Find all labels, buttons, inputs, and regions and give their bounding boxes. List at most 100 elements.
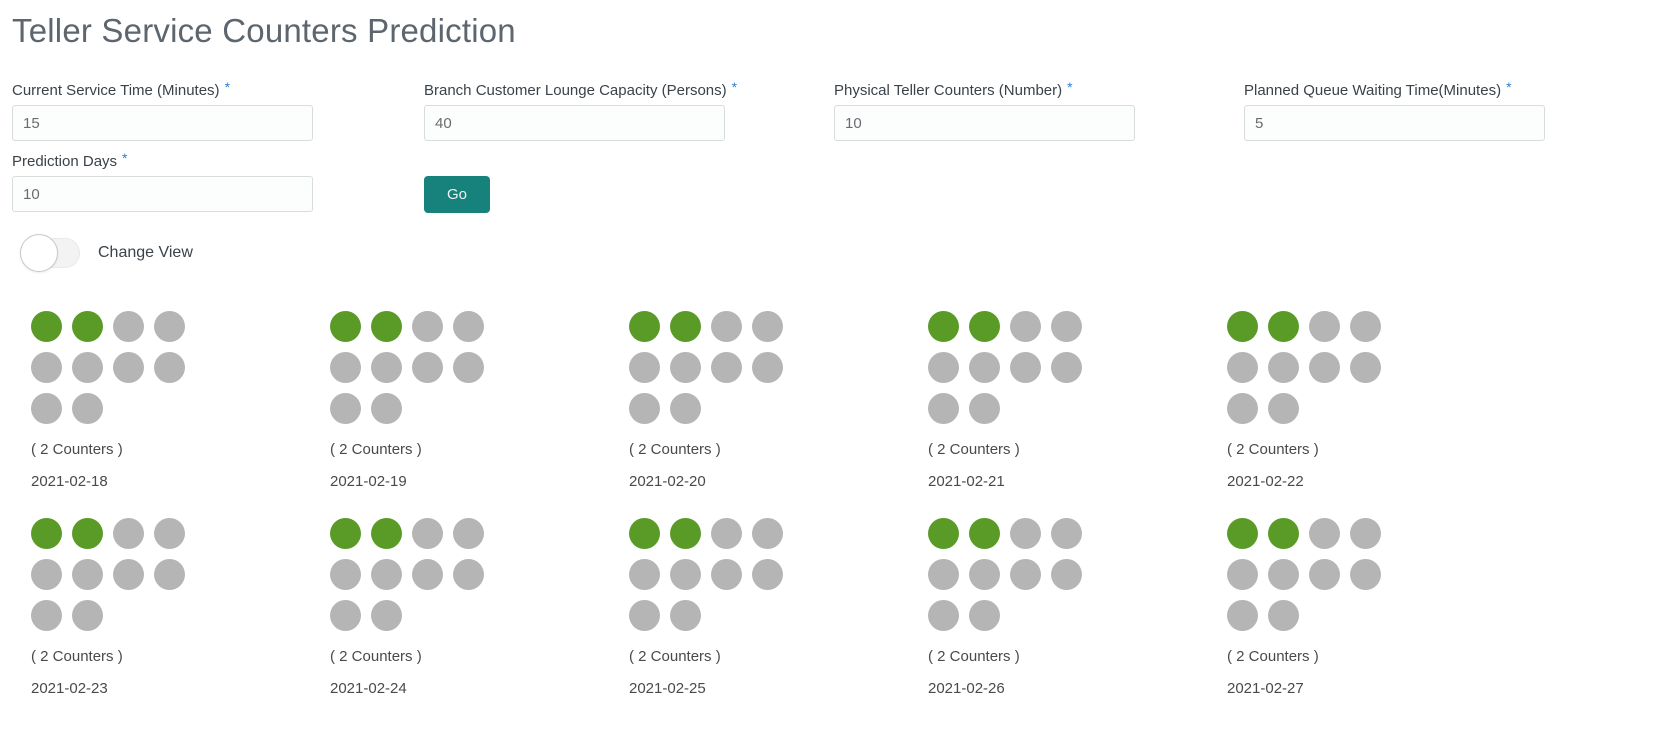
change-view-toggle[interactable]: [20, 234, 80, 272]
prediction-form-row-2: Prediction Days* Go: [12, 150, 1660, 213]
counter-dot-inactive: [629, 559, 660, 590]
counter-dot-inactive: [154, 311, 185, 342]
required-asterisk: *: [1506, 79, 1512, 95]
counter-dot-inactive: [711, 311, 742, 342]
field-current-service-time: Current Service Time (Minutes) *: [12, 79, 424, 141]
field-label: Prediction Days *: [12, 150, 424, 172]
prediction-card: ( 2 Counters ) 2021-02-21: [928, 311, 1227, 490]
counter-dot-active: [72, 518, 103, 549]
counter-dot-inactive: [453, 352, 484, 383]
counter-dot-inactive: [629, 393, 660, 424]
counter-dot-inactive: [1309, 352, 1340, 383]
counter-dot-inactive: [371, 600, 402, 631]
predicted-counters-label: ( 2 Counters ): [928, 441, 1020, 458]
counter-dot-inactive: [1309, 518, 1340, 549]
counter-dot-inactive: [412, 311, 443, 342]
counter-dots-pictochart: [1227, 311, 1395, 434]
change-view-label: Change View: [98, 244, 193, 261]
field-label-text: Prediction Days: [12, 153, 118, 170]
counter-dot-inactive: [371, 352, 402, 383]
current-service-time-input[interactable]: [12, 105, 313, 141]
counter-dot-inactive: [453, 518, 484, 549]
teller-counters-input[interactable]: [834, 105, 1135, 141]
prediction-days-input[interactable]: [12, 176, 313, 212]
go-cell: Go: [424, 151, 834, 213]
field-label: Current Service Time (Minutes) *: [12, 79, 424, 101]
counter-dot-inactive: [412, 518, 443, 549]
counter-dot-inactive: [1350, 559, 1381, 590]
counter-dot-inactive: [330, 393, 361, 424]
counter-dot-inactive: [1350, 352, 1381, 383]
counter-dot-inactive: [330, 352, 361, 383]
counter-dot-active: [1227, 518, 1258, 549]
counter-dot-active: [330, 518, 361, 549]
counter-dot-active: [371, 311, 402, 342]
predicted-counters-label: ( 2 Counters ): [928, 648, 1020, 665]
field-lounge-capacity: Branch Customer Lounge Capacity (Persons…: [424, 79, 834, 141]
counter-dot-inactive: [72, 393, 103, 424]
page: Teller Service Counters Prediction Curre…: [12, 12, 1660, 697]
counter-dots-pictochart: [629, 518, 797, 641]
prediction-card: ( 2 Counters ) 2021-02-20: [629, 311, 928, 490]
counter-dot-inactive: [928, 393, 959, 424]
go-button[interactable]: Go: [424, 176, 490, 213]
field-label-text: Branch Customer Lounge Capacity (Persons…: [424, 82, 727, 99]
counter-dot-inactive: [629, 352, 660, 383]
toggle-knob-icon: [20, 234, 58, 272]
lounge-capacity-input[interactable]: [424, 105, 725, 141]
counter-dot-inactive: [1010, 352, 1041, 383]
counter-dot-inactive: [113, 311, 144, 342]
counter-dots-pictochart: [330, 311, 498, 434]
counter-dot-inactive: [412, 352, 443, 383]
counter-dot-inactive: [1309, 559, 1340, 590]
counter-dot-inactive: [330, 600, 361, 631]
counter-dot-inactive: [969, 600, 1000, 631]
counter-dot-inactive: [1268, 559, 1299, 590]
counter-dot-active: [928, 518, 959, 549]
counter-dot-inactive: [969, 393, 1000, 424]
counter-dot-active: [1268, 518, 1299, 549]
counter-dot-inactive: [711, 518, 742, 549]
prediction-date: 2021-02-27: [1227, 680, 1304, 697]
counter-dots-pictochart: [928, 311, 1096, 434]
counter-dot-inactive: [1051, 352, 1082, 383]
counter-dot-inactive: [711, 352, 742, 383]
counter-dot-inactive: [113, 518, 144, 549]
counter-dot-active: [31, 518, 62, 549]
counter-dot-inactive: [752, 352, 783, 383]
prediction-date: 2021-02-22: [1227, 473, 1304, 490]
required-asterisk: *: [731, 79, 738, 95]
prediction-card: ( 2 Counters ) 2021-02-23: [31, 518, 330, 697]
prediction-date: 2021-02-21: [928, 473, 1005, 490]
counter-dot-inactive: [670, 393, 701, 424]
counter-dot-inactive: [72, 352, 103, 383]
counter-dot-active: [969, 311, 1000, 342]
counter-dot-active: [330, 311, 361, 342]
counter-dots-pictochart: [928, 518, 1096, 641]
prediction-date: 2021-02-18: [31, 473, 108, 490]
counter-dot-inactive: [371, 559, 402, 590]
queue-waiting-time-input[interactable]: [1244, 105, 1545, 141]
counter-dot-inactive: [1268, 352, 1299, 383]
counter-dot-inactive: [1309, 311, 1340, 342]
prediction-card: ( 2 Counters ) 2021-02-24: [330, 518, 629, 697]
field-label: Physical Teller Counters (Number) *: [834, 79, 1244, 101]
prediction-date: 2021-02-26: [928, 680, 1005, 697]
field-label: Branch Customer Lounge Capacity (Persons…: [424, 79, 834, 101]
predicted-counters-label: ( 2 Counters ): [31, 441, 123, 458]
counter-dots-pictochart: [1227, 518, 1395, 641]
predicted-counters-label: ( 2 Counters ): [31, 648, 123, 665]
prediction-date: 2021-02-25: [629, 680, 706, 697]
counter-dot-inactive: [31, 559, 62, 590]
counter-dot-inactive: [154, 518, 185, 549]
prediction-date: 2021-02-24: [330, 680, 407, 697]
counter-dot-inactive: [752, 559, 783, 590]
counter-dot-inactive: [453, 311, 484, 342]
predicted-counters-label: ( 2 Counters ): [330, 441, 422, 458]
field-label-text: Planned Queue Waiting Time(Minutes): [1244, 82, 1502, 99]
counter-dot-inactive: [969, 559, 1000, 590]
counter-dot-inactive: [154, 559, 185, 590]
counter-dot-inactive: [113, 559, 144, 590]
counter-dot-inactive: [330, 559, 361, 590]
counter-dot-inactive: [670, 600, 701, 631]
